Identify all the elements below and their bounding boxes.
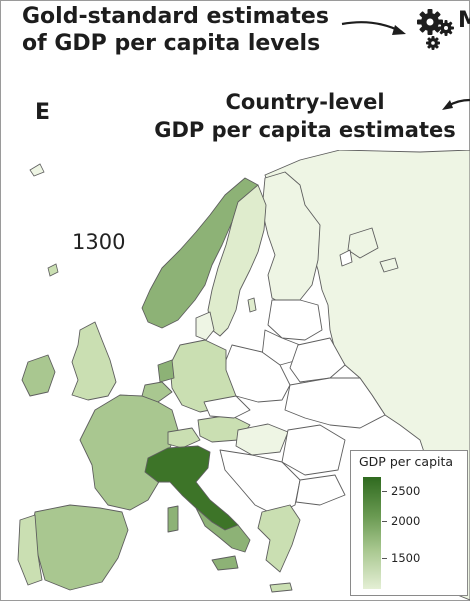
map-region-italy-south [195,507,251,553]
map-region-spain [31,504,129,591]
header-title-line1: Gold-standard estimates [22,4,329,29]
map-year-label: 1300 [72,230,126,254]
map-region-arctic-sliver [29,163,45,177]
map-region-crete [269,582,293,593]
map-region-belgium [141,381,173,403]
map-region-switzerland [167,427,201,449]
gears-icon [417,9,454,50]
map-region-netherlands [157,359,175,383]
panel-subtitle: Country-level GDP per capita estimates [140,88,470,144]
legend-label-2500: 2500 [391,484,421,498]
map-legend: GDP per capita 2500 2000 1500 [350,450,468,596]
legend-label-1500: 1500 [391,551,421,565]
arrow-left-icon [442,98,470,110]
header-title: Gold-standard estimates of GDP per capit… [22,3,329,57]
legend-tick [382,521,387,522]
map-region-hungary [235,423,289,456]
arrow-right-icon [341,21,406,35]
map-region-baltics [267,299,323,341]
map-region-portugal [17,514,43,586]
map-region-romania [281,424,346,476]
map-region-ireland [21,354,56,397]
map-region-denmark [195,311,215,341]
legend-title: GDP per capita [359,454,454,469]
legend-tick [382,558,387,559]
map-region-sweden [207,184,267,337]
map-region-norway [141,177,259,329]
map-region-gotland [247,297,257,313]
legend-tick [382,491,387,492]
map-region-ukraine [284,377,386,429]
map-region-svalbard [347,227,379,259]
panel-subtitle-line2: GDP per capita estimates [154,118,456,142]
truncated-label: M [458,8,470,33]
legend-color-bar [363,477,381,589]
legend-label-2000: 2000 [391,514,421,528]
map-region-bulgaria [295,474,346,506]
map-region-czechia [203,395,251,419]
panel-subtitle-line1: Country-level [225,90,385,114]
panel-letter: E [35,100,51,125]
map-region-arctic-island [47,263,59,277]
map-region-britain [71,321,117,401]
map-region-sardinia [167,505,179,533]
map-region-greece [257,504,301,573]
header-title-line2: of GDP per capita levels [22,31,321,56]
map-region-lake-ladoga [339,249,353,267]
europe-map [17,150,470,601]
map-region-north-island [379,257,399,273]
map-region-sicily [211,555,239,571]
